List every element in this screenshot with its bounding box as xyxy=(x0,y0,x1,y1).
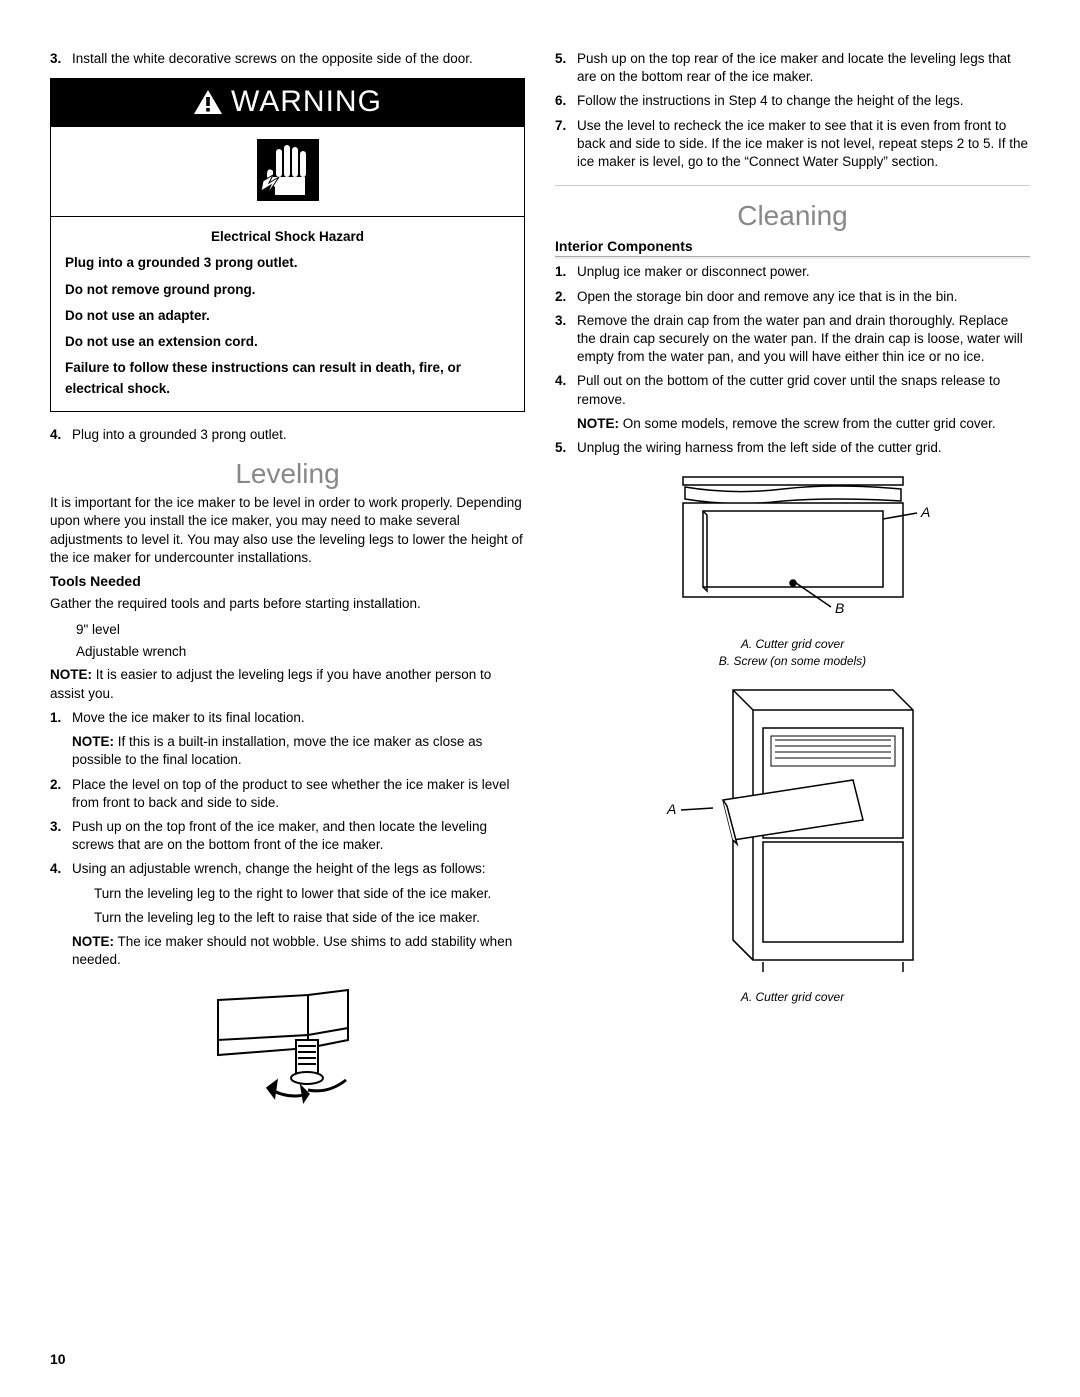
warning-body: Electrical Shock Hazard Plug into a grou… xyxy=(51,217,524,411)
leveling-leg-figure xyxy=(50,980,525,1115)
warning-header: WARNING xyxy=(51,79,524,127)
cleaning-step-4: 4.Pull out on the bottom of the cutter g… xyxy=(555,372,1030,408)
leveling-step-4-sub2: Turn the leveling leg to the left to rai… xyxy=(94,909,525,927)
ice-maker-figure: A A. Cutter grid cover xyxy=(555,680,1030,1006)
shock-icon-row xyxy=(51,127,524,217)
leveling-step-2: 2.Place the level on top of the product … xyxy=(50,776,525,812)
right-column: 5.Push up on the top rear of the ice mak… xyxy=(555,50,1030,1125)
install-step-3: 3. Install the white decorative screws o… xyxy=(50,50,525,68)
left-column: 3. Install the white decorative screws o… xyxy=(50,50,525,1125)
warning-box: WARNING Electri xyxy=(50,78,525,412)
leveling-step-3: 3.Push up on the top front of the ice ma… xyxy=(50,818,525,854)
fig2-label-a: A xyxy=(666,801,676,817)
fig1-label-a: A xyxy=(920,504,930,520)
leveling-note: NOTE: It is easier to adjust the levelin… xyxy=(50,666,525,702)
cutter-grid-detail-figure: A B A. Cutter grid cover B. Screw (on so… xyxy=(555,467,1030,670)
fig2-caption: A. Cutter grid cover xyxy=(555,989,1030,1006)
fig1-label-b: B xyxy=(835,600,844,616)
cleaning-step-2: 2.Open the storage bin door and remove a… xyxy=(555,288,1030,306)
tools-list: 9" level Adjustable wrench xyxy=(76,619,525,662)
cleaning-step-4-note: NOTE: On some models, remove the screw f… xyxy=(577,415,1030,433)
shock-hand-icon xyxy=(253,137,323,205)
leveling-step-4-note: NOTE: The ice maker should not wobble. U… xyxy=(72,933,525,969)
leveling-step-7: 7.Use the level to recheck the ice maker… xyxy=(555,117,1030,172)
warning-triangle-icon xyxy=(193,89,223,115)
cleaning-step-1: 1.Unplug ice maker or disconnect power. xyxy=(555,263,1030,281)
install-step-4: 4. Plug into a grounded 3 prong outlet. xyxy=(50,426,525,444)
leveling-step-5: 5.Push up on the top rear of the ice mak… xyxy=(555,50,1030,86)
leveling-step-4-sub1: Turn the leveling leg to the right to lo… xyxy=(94,885,525,903)
page-number: 10 xyxy=(50,1351,66,1367)
tools-needed-heading: Tools Needed xyxy=(50,573,525,589)
interior-components-heading: Interior Components xyxy=(555,238,1030,257)
leveling-step-1: 1.Move the ice maker to its final locati… xyxy=(50,709,525,727)
cleaning-step-5: 5.Unplug the wiring harness from the lef… xyxy=(555,439,1030,457)
fig1-caption: A. Cutter grid cover B. Screw (on some m… xyxy=(555,636,1030,670)
leveling-step-4: 4.Using an adjustable wrench, change the… xyxy=(50,860,525,878)
cleaning-step-3: 3.Remove the drain cap from the water pa… xyxy=(555,312,1030,367)
leveling-step-1-note: NOTE: If this is a built-in installation… xyxy=(72,733,525,769)
leveling-step-6: 6.Follow the instructions in Step 4 to c… xyxy=(555,92,1030,110)
warning-title: WARNING xyxy=(231,85,382,119)
leveling-title: Leveling xyxy=(50,458,525,490)
cleaning-title: Cleaning xyxy=(555,200,1030,232)
tools-needed-intro: Gather the required tools and parts befo… xyxy=(50,595,525,613)
leveling-intro: It is important for the ice maker to be … xyxy=(50,494,525,567)
